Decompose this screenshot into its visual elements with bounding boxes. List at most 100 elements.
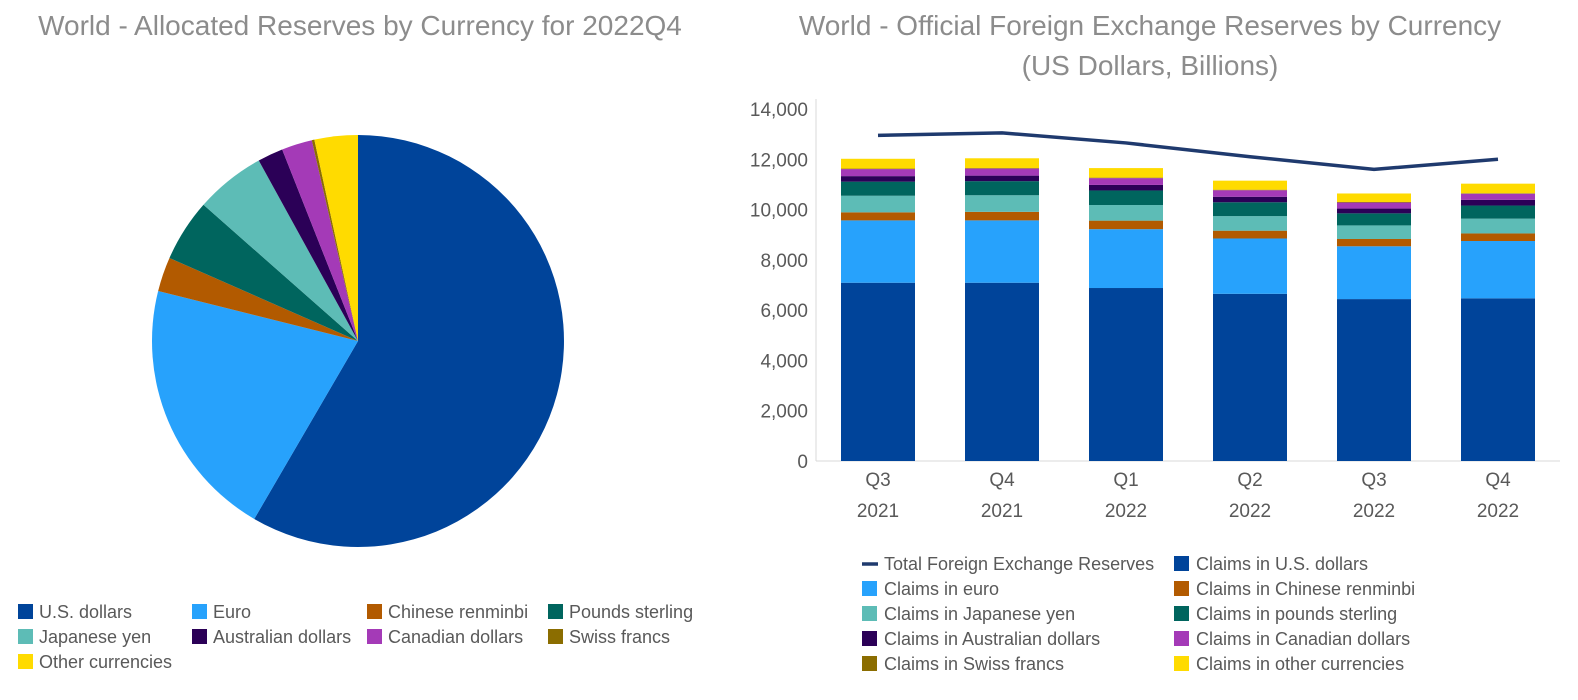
- bar-legend-swatch-claims-in-canadian-dollars: [1174, 631, 1189, 646]
- pie-slice-chinese-renminbi: [158, 258, 358, 341]
- pie-legend-swatch-euro: [192, 604, 207, 619]
- bar-segment-claims-in-other-currencies: [1461, 183, 1535, 194]
- bar-segment-claims-in-australian-dollars: [841, 176, 915, 182]
- pie-legend-label-chinese-renminbi: Chinese renminbi: [388, 602, 528, 622]
- bar-segment-claims-in-australian-dollars: [965, 175, 1039, 182]
- bar-segment-claims-in-japanese-yen: [1089, 205, 1163, 221]
- pie-slice-pounds-sterling: [169, 204, 358, 341]
- pie-legend-label-other-currencies: Other currencies: [39, 652, 172, 672]
- pie-legend-label-euro: Euro: [213, 602, 251, 622]
- pie-slice-japanese-yen: [203, 160, 358, 341]
- bar-legend-swatch-claims-in-other-currencies: [1174, 656, 1189, 671]
- bar-segment-claims-in-canadian-dollars: [1089, 178, 1163, 185]
- bar-segment-claims-in-other-currencies: [1213, 180, 1287, 190]
- bar-segment-claims-in-japanese-yen: [1461, 218, 1535, 234]
- bar-segment-claims-in-canadian-dollars: [841, 169, 915, 177]
- bar-segment-claims-in-canadian-dollars: [1213, 190, 1287, 197]
- pie-legend-swatch-pounds-sterling: [548, 604, 563, 619]
- bar-legend: Total Foreign Exchange Reserves Claims in…: [862, 554, 1415, 674]
- x-tick-label: Q4: [989, 470, 1015, 491]
- bar-segment-claims-in-euro: [1089, 229, 1163, 289]
- bar-chart-subtitle: (US Dollars, Billions): [1021, 50, 1279, 81]
- bar-segment-claims-in-japanese-yen: [1213, 216, 1287, 231]
- bar-segment-claims-in-pounds-sterling: [965, 181, 1039, 196]
- bar-segment-claims-in-japanese-yen: [841, 195, 915, 213]
- pie-legend-label-u-s-dollars: U.S. dollars: [39, 602, 132, 622]
- bar-segment-claims-in-australian-dollars: [1213, 196, 1287, 203]
- bar-segment-claims-in-canadian-dollars: [1461, 193, 1535, 200]
- bar-segment-claims-in-swiss-francs: [1089, 177, 1163, 179]
- bar-segment-claims-in-swiss-francs: [841, 168, 915, 170]
- bar-chart-title: World - Official Foreign Exchange Reserv…: [760, 6, 1540, 86]
- bar-segment-claims-in-chinese-renminbi: [965, 211, 1039, 221]
- y-tick-label: 14,000: [750, 100, 808, 121]
- bar-segment-claims-in-swiss-francs: [1213, 189, 1287, 191]
- y-tick-label: 6,000: [760, 301, 808, 322]
- bar-segment-claims-in-swiss-francs: [1461, 193, 1535, 194]
- bar-legend-swatch-claims-in-chinese-renminbi: [1174, 581, 1189, 596]
- pie-slice-euro: [151, 291, 358, 519]
- bar-segment-claims-in-u-s-dollars: [1089, 288, 1163, 461]
- pie-legend-swatch-canadian-dollars: [367, 629, 382, 644]
- x-tick-label: 2021: [981, 501, 1023, 522]
- bar-segment-claims-in-chinese-renminbi: [1089, 220, 1163, 230]
- y-tick-label: 2,000: [760, 402, 808, 423]
- bar-segment-claims-in-other-currencies: [965, 158, 1039, 169]
- pie-slice-other-currencies: [314, 135, 358, 341]
- bar-segment-claims-in-swiss-francs: [1337, 202, 1411, 203]
- pie-chart-title: World - Allocated Reserves by Currency f…: [38, 10, 682, 41]
- bar-segment-claims-in-pounds-sterling: [1461, 205, 1535, 219]
- bar-legend-swatch-claims-in-pounds-sterling: [1174, 606, 1189, 621]
- bar-segment-claims-in-chinese-renminbi: [1213, 230, 1287, 239]
- pie-legend-swatch-other-currencies: [18, 654, 33, 669]
- pie-chart: [151, 135, 564, 548]
- bar-segment-claims-in-pounds-sterling: [1337, 213, 1411, 226]
- bar-segment-claims-in-euro: [1213, 238, 1287, 294]
- bar-segment-claims-in-australian-dollars: [1089, 184, 1163, 191]
- bar-segment-claims-in-chinese-renminbi: [1461, 233, 1535, 241]
- y-tick-label: 8,000: [760, 251, 808, 272]
- pie-slice-canadian-dollars: [282, 140, 358, 341]
- bar-segment-claims-in-u-s-dollars: [965, 282, 1039, 461]
- pie-legend-label-japanese-yen: Japanese yen: [39, 627, 151, 647]
- bar-segment-claims-in-u-s-dollars: [1213, 293, 1287, 461]
- bar-legend-label-claims-in-other-currencies: Claims in other currencies: [1196, 654, 1404, 674]
- bar-segment-claims-in-euro: [841, 220, 915, 283]
- bar-legend-swatch-claims-in-australian-dollars: [862, 631, 877, 646]
- bar-legend-label-claims-in-chinese-renminbi: Claims in Chinese renminbi: [1196, 579, 1415, 599]
- bar-segment-claims-in-euro: [965, 220, 1039, 283]
- bar-segment-claims-in-chinese-renminbi: [1337, 238, 1411, 247]
- y-tick-label: 10,000: [750, 201, 808, 222]
- bar-segment-claims-in-australian-dollars: [1461, 199, 1535, 206]
- pie-legend-swatch-australian-dollars: [192, 629, 207, 644]
- bar-segment-claims-in-swiss-francs: [965, 168, 1039, 169]
- y-tick-label: 0: [797, 452, 808, 473]
- bar-segment-claims-in-other-currencies: [1337, 193, 1411, 203]
- bar-legend-swatch-claims-in-swiss-francs: [862, 656, 877, 671]
- bar-legend-label-claims-in-swiss-francs: Claims in Swiss francs: [884, 654, 1064, 674]
- bar-segment-claims-in-other-currencies: [1089, 168, 1163, 178]
- bar-segment-claims-in-other-currencies: [841, 158, 915, 169]
- bar-segment-claims-in-pounds-sterling: [841, 181, 915, 196]
- bar-legend-label-claims-in-u-s-dollars: Claims in U.S. dollars: [1196, 554, 1368, 574]
- bar-legend-label-claims-in-canadian-dollars: Claims in Canadian dollars: [1196, 629, 1410, 649]
- x-tick-label: Q3: [865, 470, 890, 491]
- bar-legend-swatch-claims-in-euro: [862, 581, 877, 596]
- x-tick-label: 2022: [1353, 501, 1395, 522]
- bar-segment-claims-in-pounds-sterling: [1089, 190, 1163, 206]
- bar-segment-claims-in-euro: [1461, 241, 1535, 299]
- bar-legend-label-total-foreign-exchange-reserves: Total Foreign Exchange Reserves: [884, 554, 1154, 574]
- y-tick-label: 12,000: [750, 150, 808, 171]
- bar-legend-label-claims-in-japanese-yen: Claims in Japanese yen: [884, 604, 1075, 624]
- bar-segment-claims-in-japanese-yen: [965, 195, 1039, 212]
- line-total-foreign-exchange-reserves: [877, 131, 1499, 172]
- bar-segment-claims-in-pounds-sterling: [1213, 202, 1287, 217]
- pie-slice-u-s-dollars: [254, 135, 564, 548]
- x-tick-label: 2022: [1229, 501, 1271, 522]
- bar-chart-title-main: World - Official Foreign Exchange Reserv…: [798, 10, 1502, 41]
- y-tick-label: 4,000: [760, 351, 808, 372]
- bar-segment-claims-in-u-s-dollars: [1461, 298, 1535, 461]
- pie-legend-swatch-japanese-yen: [18, 629, 33, 644]
- x-tick-label: Q2: [1237, 470, 1262, 491]
- pie-legend-swatch-chinese-renminbi: [367, 604, 382, 619]
